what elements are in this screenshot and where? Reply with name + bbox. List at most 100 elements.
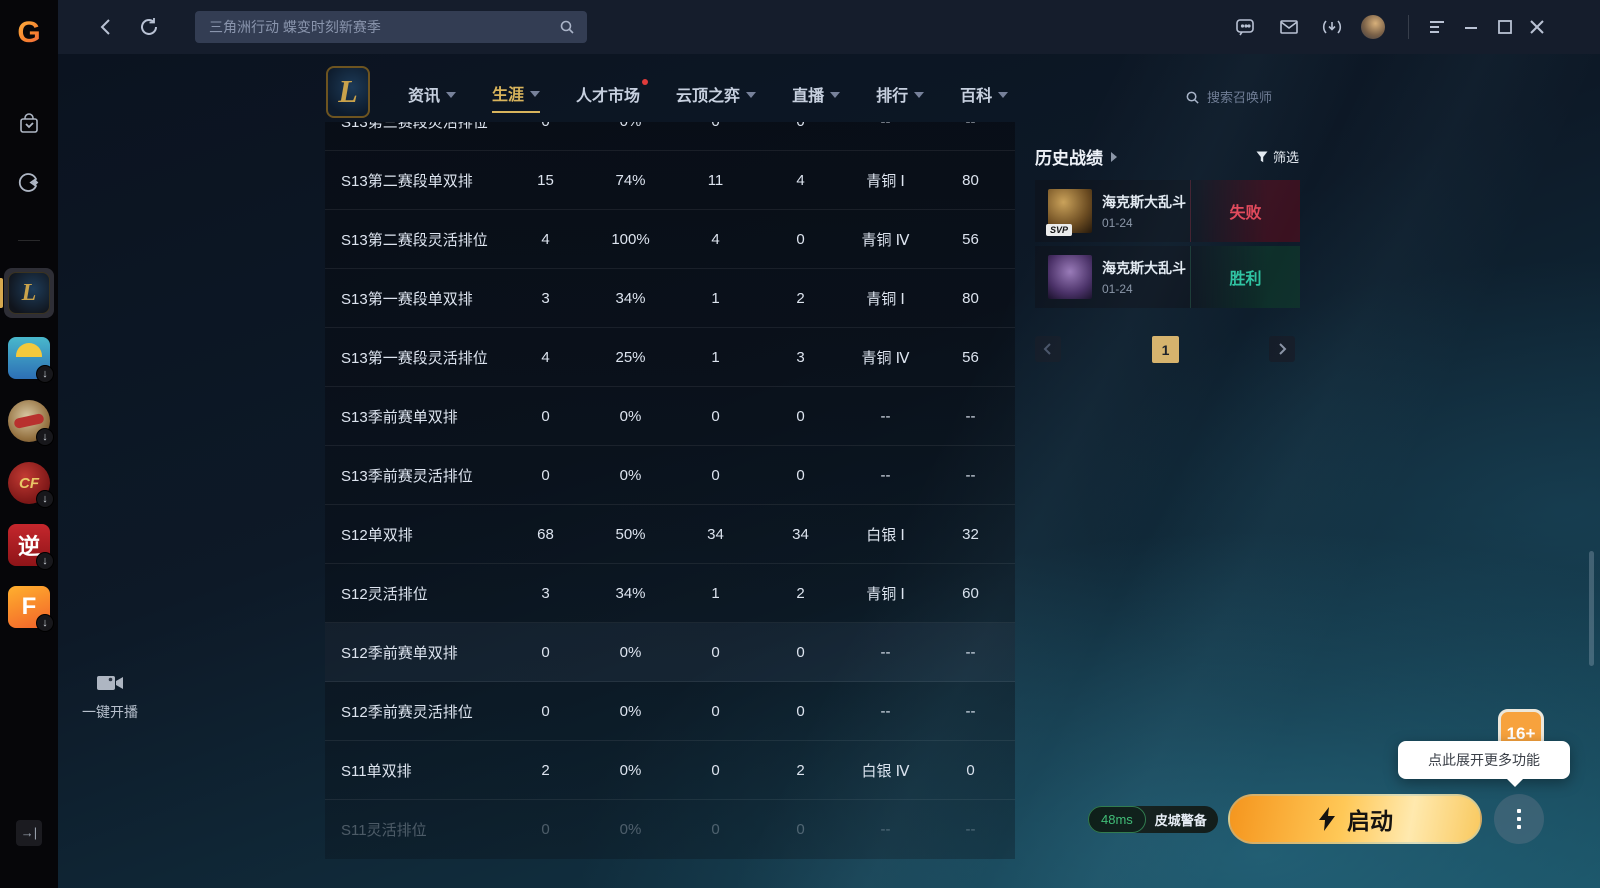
caret-down-icon: [830, 92, 841, 98]
sidebar-item-game-2[interactable]: ↓: [8, 337, 54, 383]
tab-tft[interactable]: 云顶之弈: [676, 82, 757, 112]
wins-cell: 1: [711, 584, 720, 602]
sidebar-item-game-3[interactable]: ↓: [8, 400, 54, 446]
table-row[interactable]: S13季前赛单双排 0 0% 0 0 -- --: [325, 387, 1015, 446]
winrate-cell: 0%: [588, 122, 673, 130]
server-ping[interactable]: 48ms 皮城警备: [1088, 806, 1218, 833]
launch-button[interactable]: 启动: [1228, 794, 1482, 844]
tier-cell: --: [880, 702, 891, 720]
refresh-icon[interactable]: [138, 16, 160, 38]
games-cell: 4: [541, 348, 550, 366]
sidebar-item-f-game[interactable]: F ↓: [8, 586, 54, 632]
history-title[interactable]: 历史战绩: [1035, 144, 1117, 169]
tab-talent-market[interactable]: 人才市场: [576, 79, 649, 112]
losses-cell: 0: [796, 230, 805, 248]
table-row[interactable]: S13第二赛段单双排 15 74% 11 4 青铜 Ⅰ 80: [325, 151, 1015, 210]
table-row[interactable]: S13第一赛段单双排 3 34% 1 2 青铜 Ⅰ 80: [325, 269, 1015, 328]
minimize-icon[interactable]: [1460, 16, 1482, 38]
summoner-search-input[interactable]: [1207, 89, 1317, 105]
tab-news[interactable]: 资讯: [408, 82, 457, 112]
wins-cell: 1: [711, 289, 720, 307]
game-hub-icon[interactable]: [17, 170, 41, 194]
tab-label: 云顶之弈: [676, 88, 741, 105]
tab-career[interactable]: 生涯: [492, 81, 541, 113]
winrate-cell: 0%: [619, 821, 642, 838]
scrollbar-thumb[interactable]: [1589, 551, 1594, 666]
more-options-button[interactable]: [1494, 794, 1544, 844]
table-row[interactable]: S13第三赛段灵活排位 0 0% 0 0 -- --: [325, 122, 1015, 151]
maximize-icon[interactable]: [1494, 16, 1516, 38]
points-cell: --: [965, 821, 976, 838]
launch-label: 启动: [1347, 808, 1393, 834]
store-bag-icon[interactable]: [17, 112, 41, 136]
table-row[interactable]: S13第二赛段灵活排位 4 100% 4 0 青铜 Ⅳ 56: [325, 210, 1015, 269]
page-next-button[interactable]: [1269, 336, 1295, 362]
tab-wiki[interactable]: 百科: [960, 82, 1009, 112]
collapse-sidebar-icon[interactable]: →|: [16, 820, 42, 846]
wegame-logo[interactable]: G: [0, 16, 58, 50]
points-cell: --: [965, 643, 976, 661]
games-cell: 0: [541, 821, 550, 838]
match-row-win[interactable]: 海克斯大乱斗 01-24 胜利: [1035, 246, 1300, 308]
sidebar-item-cf[interactable]: CF ↓: [8, 462, 54, 508]
match-result: 失败: [1190, 180, 1300, 242]
match-mode: 海克斯大乱斗: [1102, 194, 1186, 210]
game-3-art: [13, 412, 45, 430]
mail-icon[interactable]: [1278, 16, 1300, 38]
table-row[interactable]: S11灵活排位 0 0% 0 0 -- --: [325, 800, 1015, 859]
wins-cell: 34: [707, 525, 724, 543]
points-cell: 0: [966, 761, 975, 779]
downloads-icon[interactable]: [1321, 16, 1343, 38]
close-icon[interactable]: [1526, 16, 1548, 38]
download-badge-icon: ↓: [36, 428, 54, 446]
tooltip-text: 点此展开更多功能: [1428, 752, 1540, 768]
cf-tile-glyph: CF: [19, 474, 39, 492]
wins-cell: 0: [711, 821, 720, 838]
tier-cell: 青铜 Ⅳ: [861, 349, 910, 367]
menu-icon[interactable]: [1426, 16, 1448, 38]
table-row[interactable]: S12单双排 68 50% 34 34 白银 Ⅰ 32: [325, 505, 1015, 564]
caret-down-icon: [998, 92, 1009, 98]
points-cell: 56: [962, 230, 979, 248]
tier-cell: --: [880, 466, 891, 484]
global-search-input[interactable]: [195, 19, 559, 35]
match-row-loss[interactable]: SVP 海克斯大乱斗 01-24 失败: [1035, 180, 1300, 242]
search-icon[interactable]: [559, 19, 575, 35]
filter-button[interactable]: 筛选: [1256, 147, 1299, 166]
caret-down-icon: [530, 91, 541, 97]
tab-live[interactable]: 直播: [792, 82, 841, 112]
download-badge-icon: ↓: [36, 365, 54, 383]
filter-funnel-icon: [1256, 151, 1268, 162]
page-prev-button[interactable]: [1035, 336, 1061, 362]
table-row[interactable]: S13季前赛灵活排位 0 0% 0 0 -- --: [325, 446, 1015, 505]
table-row[interactable]: S12灵活排位 3 34% 1 2 青铜 Ⅰ 60: [325, 564, 1015, 623]
page-number-active[interactable]: 1: [1152, 336, 1179, 363]
winrate-cell: 25%: [615, 348, 646, 366]
winrate-cell: 0%: [619, 761, 642, 779]
sidebar-item-lol[interactable]: L: [8, 272, 50, 314]
match-meta: 海克斯大乱斗 01-24: [1102, 192, 1190, 230]
tab-ranking[interactable]: 排行: [876, 82, 925, 112]
one-click-broadcast-button[interactable]: 一键开播: [68, 672, 152, 722]
sidebar-item-nizhan[interactable]: 逆 ↓: [8, 524, 54, 570]
losses-cell: 0: [796, 821, 805, 838]
more-options-tooltip: 点此展开更多功能: [1398, 741, 1570, 787]
tier-cell: 青铜 Ⅳ: [861, 231, 910, 249]
games-cell: 0: [541, 702, 550, 720]
winrate-cell: 0%: [619, 643, 642, 661]
tier-cell: 青铜 Ⅰ: [866, 172, 905, 190]
games-cell: 0: [503, 122, 588, 130]
chevron-right-icon: [1279, 343, 1287, 355]
caret-down-icon: [446, 92, 457, 98]
table-row[interactable]: S12季前赛单双排 0 0% 0 0 -- --: [325, 623, 1015, 682]
table-row[interactable]: S11单双排 2 0% 0 2 白银 Ⅳ 0: [325, 741, 1015, 800]
table-row[interactable]: S13第一赛段灵活排位 4 25% 1 3 青铜 Ⅳ 56: [325, 328, 1015, 387]
games-cell: 4: [541, 230, 550, 248]
table-row[interactable]: S12季前赛灵活排位 0 0% 0 0 -- --: [325, 682, 1015, 741]
lol-crest-icon[interactable]: L: [326, 66, 370, 118]
tier-cell: 青铜 Ⅰ: [866, 585, 905, 603]
wins-cell: 0: [673, 122, 758, 130]
user-avatar[interactable]: [1361, 15, 1385, 39]
back-icon[interactable]: [96, 16, 118, 38]
chat-icon[interactable]: [1234, 16, 1256, 38]
